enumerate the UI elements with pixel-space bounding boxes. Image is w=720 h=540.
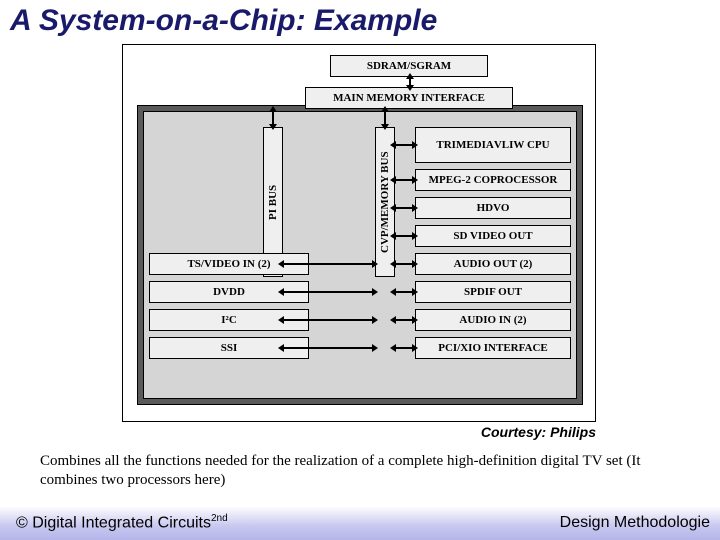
page-title: A System-on-a-Chip: Example (0, 0, 720, 46)
block-spdif: SPDIF OUT (415, 281, 571, 303)
block-audout: AUDIO OUT (2) (415, 253, 571, 275)
block-cvpbus: CVP/MEMORY BUS (375, 127, 395, 277)
diagram-caption: Courtesy: Philips (481, 424, 596, 440)
varrow-0 (409, 78, 411, 86)
block-trimedia: TRIMEDIAVLIW CPU (415, 127, 571, 163)
block-hdvo: HDVO (415, 197, 571, 219)
harrow-0 (395, 144, 413, 146)
harrow-9 (283, 291, 373, 293)
harrow-7 (395, 347, 413, 349)
harrow-3 (395, 235, 413, 237)
block-sdvo: SD VIDEO OUT (415, 225, 571, 247)
soc-diagram: SDRAM/SGRAMMAIN MEMORY INTERFACEPI BUSCV… (122, 44, 596, 422)
footer-edition-sup: 2nd (211, 513, 228, 524)
harrow-10 (283, 319, 373, 321)
varrow-1 (272, 111, 274, 125)
block-pci: PCI/XIO INTERFACE (415, 337, 571, 359)
harrow-1 (395, 179, 413, 181)
harrow-2 (395, 207, 413, 209)
varrow-2 (384, 111, 386, 125)
block-mpeg: MPEG-2 COPROCESSOR (415, 169, 571, 191)
footer-left: © Digital Integrated Circuits2nd (16, 513, 228, 532)
harrow-5 (395, 291, 413, 293)
harrow-11 (283, 347, 373, 349)
footer: © Digital Integrated Circuits2nd Design … (0, 506, 720, 540)
harrow-4 (395, 263, 413, 265)
footer-right: Design Methodologie (560, 514, 710, 532)
harrow-6 (395, 319, 413, 321)
block-audin: AUDIO IN (2) (415, 309, 571, 331)
body-text: Combines all the functions needed for th… (40, 452, 680, 490)
harrow-8 (283, 263, 373, 265)
footer-copyright: © Digital Integrated Circuits (16, 515, 211, 532)
